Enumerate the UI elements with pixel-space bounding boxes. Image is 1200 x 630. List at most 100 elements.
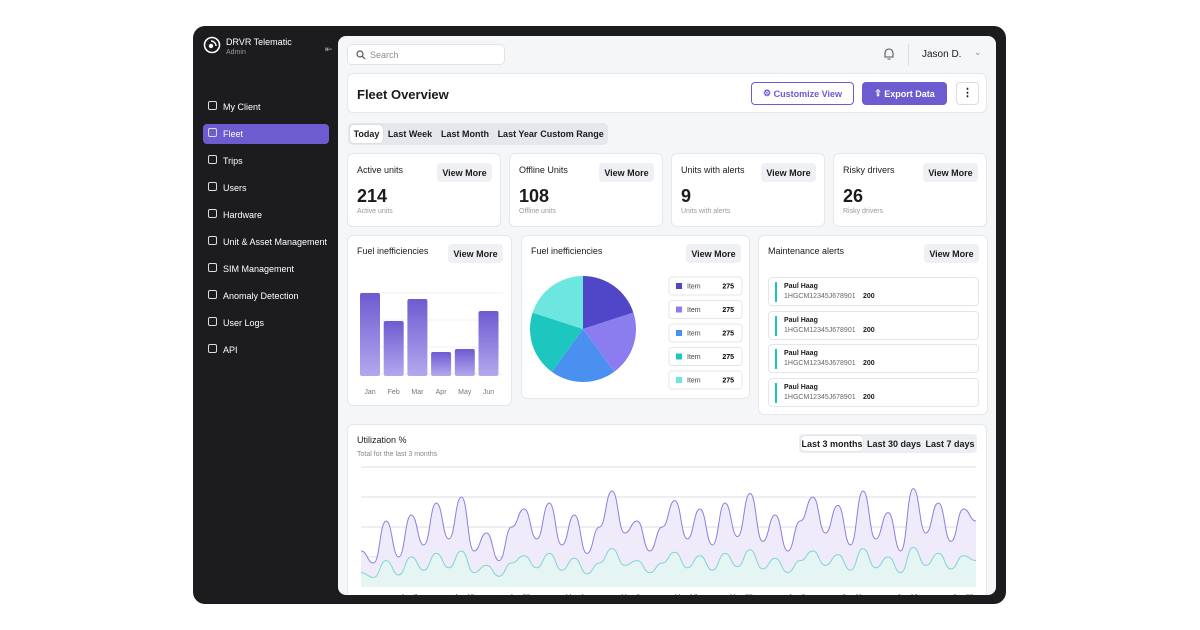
menu-label: Anomaly Detection (223, 291, 299, 301)
menu-item[interactable]: Fleet (203, 124, 329, 144)
x-tick-label: Apr 15 (454, 594, 475, 595)
menu-label: API (223, 345, 238, 355)
view-more[interactable]: View More (924, 244, 979, 263)
utilization-card: Utilization % Total for the last 3 month… (347, 424, 987, 595)
stat-value: 26 (843, 186, 864, 206)
x-tick-label: Feb (388, 389, 400, 396)
role: Admin (226, 49, 246, 56)
menu-icon (208, 128, 217, 137)
menu-item[interactable]: API (203, 340, 329, 360)
pie-slice (551, 329, 615, 382)
tab[interactable]: Last 3 months (801, 436, 863, 451)
alert-item: Paul Haag 1HGCM12345J678901 200 (768, 377, 979, 407)
legend-swatch (676, 283, 682, 289)
logo (203, 36, 221, 54)
stat-card: Offline Units View More 108 Offline units (509, 153, 663, 227)
area-line (360, 546, 977, 578)
button-label: Customize View (773, 88, 842, 99)
bar (478, 311, 499, 376)
stat-value: 9 (681, 186, 692, 206)
user-chevron[interactable]: ⌄ (974, 47, 982, 57)
view-more[interactable]: View More (686, 244, 741, 263)
stat-value: 108 (519, 186, 550, 206)
card-title: Utilization % (357, 435, 407, 445)
collapse[interactable]: ⇤ (325, 44, 333, 54)
legend-value: 275 (722, 283, 734, 290)
stat-title: Units with alerts (681, 165, 745, 175)
menu-item[interactable]: Users (203, 178, 329, 198)
menu-item[interactable]: My Client (203, 97, 329, 117)
menu-icon (208, 317, 217, 326)
legend-swatch (676, 330, 682, 336)
tab[interactable]: Custom Range (540, 129, 604, 139)
alert-name: Paul Haag (784, 383, 818, 391)
menu-item[interactable]: User Logs (203, 313, 329, 333)
alert-marker (775, 382, 777, 403)
pie-card: Fuel inefficiencies View More Item 275 Ite… (521, 235, 750, 399)
export-button[interactable]: ⇪ Export Data (862, 82, 947, 105)
view-more[interactable]: View More (448, 244, 503, 263)
menu-item[interactable]: Unit & Asset Management (203, 232, 329, 252)
alert-value: 200 (863, 393, 875, 401)
legend-box (668, 300, 743, 319)
maintenance-card: Maintenance alerts View More Paul Haag 1H… (758, 235, 988, 415)
tab[interactable]: Today (350, 125, 383, 143)
x-tick-label: Mar (411, 389, 424, 396)
stat-card: Risky drivers View More 26 Risky drivers (833, 153, 987, 227)
menu-item[interactable]: Hardware (203, 205, 329, 225)
bar-chart: Jan Feb Mar Apr May Jun (360, 292, 503, 396)
alert-id: 1HGCM12345J678901 (784, 393, 856, 401)
bell[interactable] (882, 47, 896, 61)
tab[interactable]: Last 7 days (925, 438, 975, 449)
view-more[interactable]: View More (437, 163, 492, 182)
stat-caption: Risky drivers (843, 208, 884, 215)
view-more[interactable]: View More (923, 163, 978, 182)
menu-item[interactable]: SIM Management (203, 259, 329, 279)
tab[interactable]: Last Month (441, 129, 489, 139)
stat-card: Active units View More 214 Active units (347, 153, 501, 227)
tab[interactable]: Last 30 days (866, 438, 922, 449)
alert-marker (775, 315, 777, 336)
tab[interactable]: Last Week (387, 129, 433, 139)
menu-label: Users (223, 183, 247, 193)
page-title: Fleet Overview (357, 87, 449, 102)
range-tabs: Last 3 months Last 30 days Last 7 days (799, 434, 977, 453)
legend-swatch (676, 306, 682, 313)
pie-slice (583, 276, 634, 329)
x-tick-label: Apr (436, 389, 448, 396)
alert-item: Paul Haag 1HGCM12345J678901 200 (768, 277, 979, 306)
search[interactable]: Search (347, 44, 505, 65)
customize-button[interactable]: ⚙ Customize View (751, 82, 854, 105)
x-tick-label: Jun 28 (952, 594, 973, 595)
tab[interactable]: Last Year (497, 129, 538, 139)
x-tick-label: Jun 19 (897, 594, 918, 595)
menu-label: Trips (223, 156, 243, 166)
more-button[interactable]: ⋮ (956, 82, 979, 105)
x-tick-label: Jun (483, 389, 494, 396)
x-tick-label: May 9 (621, 594, 640, 595)
card-title: Maintenance alerts (768, 246, 845, 256)
legend-box (668, 276, 743, 296)
utilization-chart: Apr 7 Apr 15 Apr 23 May 1 May 9 May 17 May 25 J… (360, 466, 977, 595)
menu-item[interactable]: Anomaly Detection (203, 286, 329, 306)
pie-slice (530, 312, 583, 372)
view-more[interactable]: View More (761, 163, 816, 182)
menu-item[interactable]: Trips (203, 151, 329, 171)
x-tick-label: May 25 (730, 594, 753, 595)
legend-label: Item (687, 354, 701, 361)
legend-label: Item (687, 307, 701, 314)
stat-title: Risky drivers (843, 165, 895, 175)
stat-title: Offline Units (519, 165, 568, 175)
menu-label: My Client (223, 102, 261, 112)
alert-id: 1HGCM12345J678901 (784, 326, 856, 334)
legend-swatch (676, 353, 682, 360)
legend-label: Item (687, 283, 701, 290)
button-label: Export Data (884, 88, 935, 99)
user-name[interactable]: Jason D. (922, 49, 962, 60)
alert-name: Paul Haag (784, 316, 818, 324)
menu-icon (208, 101, 217, 110)
legend-box (668, 323, 743, 343)
header-card: Fleet Overview ⚙ Customize View ⇪ Export… (347, 73, 987, 113)
view-more[interactable]: View More (599, 163, 654, 182)
stat-caption: Units with alerts (681, 208, 731, 215)
